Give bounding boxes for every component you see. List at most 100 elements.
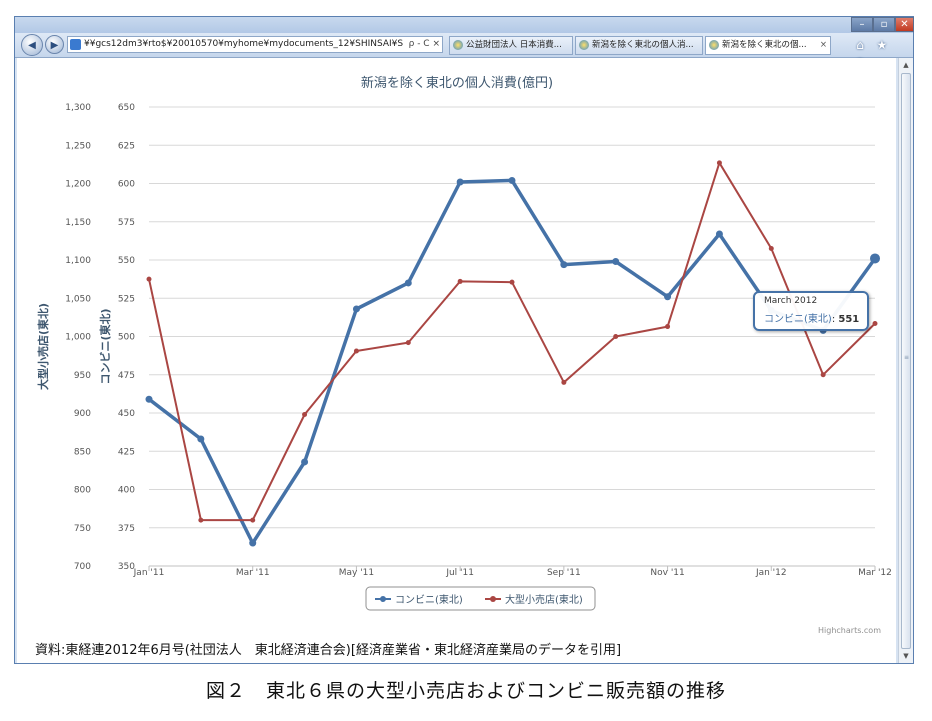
data-point bbox=[146, 276, 152, 282]
data-point bbox=[560, 261, 568, 269]
data-point bbox=[457, 278, 463, 284]
scroll-thumb[interactable]: ≡ bbox=[901, 73, 911, 649]
browser-tab-2[interactable]: 新潟を除く東北の個人消... bbox=[575, 36, 703, 55]
ie-icon bbox=[453, 40, 463, 50]
tab-label: 新潟を除く東北の個人消... bbox=[592, 40, 694, 50]
page-content: 新潟を除く東北の個人消費(億円) 700 350 750 375 800 400 850 425… bbox=[17, 58, 896, 663]
right-axis-tick-label: 475 bbox=[118, 371, 135, 381]
data-point bbox=[302, 412, 308, 418]
maximize-button[interactable]: ▫ bbox=[873, 17, 895, 32]
legend-symbol-marker bbox=[380, 596, 386, 602]
data-point bbox=[509, 279, 515, 285]
forward-button[interactable]: ▶ bbox=[45, 35, 64, 54]
source-note: 資料:東経連2012年6月号(社団法人 東北経済連合会)[経済産業省・東北経済産… bbox=[35, 643, 622, 658]
tooltip-row: コンビニ(東北): 551 bbox=[764, 314, 860, 325]
browser-toolbar: ◀ ▶ ¥¥gcs12dm3¥rto$¥20010570¥myhome¥mydo… bbox=[15, 33, 913, 70]
data-point bbox=[665, 324, 671, 330]
data-point bbox=[145, 395, 153, 403]
right-axis-title: コンビニ(東北) bbox=[98, 308, 112, 384]
ie-icon bbox=[709, 40, 719, 50]
data-point bbox=[456, 178, 464, 186]
x-axis-tick-label: Jul '11 bbox=[445, 568, 474, 578]
x-axis-tick-label: May '11 bbox=[339, 568, 374, 578]
data-point bbox=[353, 348, 359, 354]
browser-tab-3-active[interactable]: 新潟を除く東北の個... × bbox=[705, 36, 831, 55]
left-axis-tick-label: 700 bbox=[74, 562, 91, 572]
data-point bbox=[820, 372, 826, 378]
minimize-button[interactable]: – bbox=[851, 17, 873, 32]
data-point bbox=[404, 279, 412, 287]
right-axis-tick-label: 425 bbox=[118, 447, 135, 457]
left-axis-tick-label: 1,100 bbox=[65, 256, 91, 266]
x-axis-tick-label: Mar '11 bbox=[236, 568, 270, 578]
address-bar[interactable]: ¥¥gcs12dm3¥rto$¥20010570¥myhome¥mydocume… bbox=[67, 36, 443, 53]
left-axis-tick-label: 1,300 bbox=[65, 103, 91, 113]
right-axis-tick-label: 550 bbox=[118, 256, 135, 266]
close-window-button[interactable]: ✕ bbox=[895, 17, 914, 32]
browser-tab-1[interactable]: 公益財団法人 日本消費... bbox=[449, 36, 573, 55]
data-point bbox=[405, 340, 411, 346]
data-point bbox=[768, 246, 774, 252]
tooltip-series: コンビニ(東北) bbox=[764, 314, 832, 325]
series-line-convenience bbox=[147, 178, 877, 545]
left-axis-tick-label: 1,050 bbox=[65, 294, 91, 304]
tooltip-date: March 2012 bbox=[764, 296, 818, 306]
data-point bbox=[301, 458, 309, 466]
right-axis-tick-label: 525 bbox=[118, 294, 135, 304]
legend-box bbox=[365, 586, 596, 611]
x-axis-tick-label: Nov '11 bbox=[650, 568, 684, 578]
legend-item-label: 大型小売店(東北) bbox=[505, 593, 583, 606]
vertical-scrollbar[interactable]: ▲ ≡ ▼ bbox=[898, 58, 913, 663]
legend-item-label: コンビニ(東北) bbox=[395, 593, 463, 606]
right-axis-tick-label: 650 bbox=[118, 103, 135, 113]
back-button[interactable]: ◀ bbox=[21, 34, 43, 56]
tooltip-value: 551 bbox=[838, 314, 860, 325]
data-point bbox=[249, 539, 257, 547]
chart-credit: Highcharts.com bbox=[818, 626, 881, 635]
data-point bbox=[508, 176, 516, 184]
left-axis-tick-label: 1,200 bbox=[65, 180, 91, 190]
legend-symbol-marker bbox=[490, 596, 496, 602]
right-axis-tick-label: 375 bbox=[118, 524, 135, 534]
left-axis-tick-label: 850 bbox=[74, 447, 91, 457]
left-axis-tick-label: 750 bbox=[74, 524, 91, 534]
ie-icon bbox=[579, 40, 589, 50]
data-point bbox=[664, 293, 672, 301]
home-icon[interactable]: ⌂ bbox=[856, 38, 864, 52]
right-axis-tick-label: 450 bbox=[118, 409, 135, 419]
data-point bbox=[612, 258, 620, 266]
x-axis-tick-label: Jan '12 bbox=[755, 568, 787, 578]
right-axis-tick-label: 350 bbox=[118, 562, 135, 572]
right-axis-tick-label: 575 bbox=[118, 218, 135, 228]
chart-tooltip: March 2012 コンビニ(東北): 551 bbox=[753, 291, 869, 331]
data-point bbox=[872, 320, 878, 326]
figure-caption: 図２ 東北６県の大型小売店およびコンビニ販売額の推移 bbox=[205, 680, 726, 702]
data-point bbox=[198, 517, 204, 523]
tab-label: 公益財団法人 日本消費... bbox=[466, 40, 562, 50]
x-axis-tick-label: Sep '11 bbox=[547, 568, 581, 578]
scroll-up-arrow[interactable]: ▲ bbox=[903, 61, 909, 69]
scroll-down-arrow[interactable]: ▼ bbox=[903, 652, 909, 660]
scroll-grip-icon: ≡ bbox=[904, 354, 910, 361]
address-controls[interactable]: ρ - C × bbox=[408, 39, 440, 49]
left-axis-tick-label: 1,150 bbox=[65, 218, 91, 228]
close-tab-icon[interactable]: × bbox=[819, 40, 827, 50]
star-icon[interactable]: ★ bbox=[876, 38, 888, 52]
left-axis-tick-label: 1,000 bbox=[65, 333, 91, 343]
x-axis-tick-label: Mar '12 bbox=[858, 568, 892, 578]
data-point bbox=[197, 435, 205, 443]
data-point bbox=[715, 230, 723, 238]
left-axis-tick-label: 900 bbox=[74, 409, 91, 419]
title-bar: – ▫ ✕ bbox=[15, 17, 914, 33]
data-point bbox=[613, 334, 619, 339]
data-point bbox=[250, 517, 256, 523]
chart: 新潟を除く東北の個人消費(億円) 700 350 750 375 800 400 850 425… bbox=[36, 75, 892, 635]
right-axis-tick-label: 400 bbox=[118, 486, 135, 496]
address-text: ¥¥gcs12dm3¥rto$¥20010570¥myhome¥mydocume… bbox=[84, 39, 404, 49]
chart-title: 新潟を除く東北の個人消費(億円) bbox=[361, 75, 553, 91]
right-axis-tick-label: 625 bbox=[118, 141, 135, 151]
series-line-large-retail bbox=[148, 161, 876, 522]
left-axis-tick-label: 1,250 bbox=[65, 141, 91, 151]
data-point bbox=[561, 379, 567, 385]
x-axis-tick-label: Jan '11 bbox=[133, 568, 165, 578]
